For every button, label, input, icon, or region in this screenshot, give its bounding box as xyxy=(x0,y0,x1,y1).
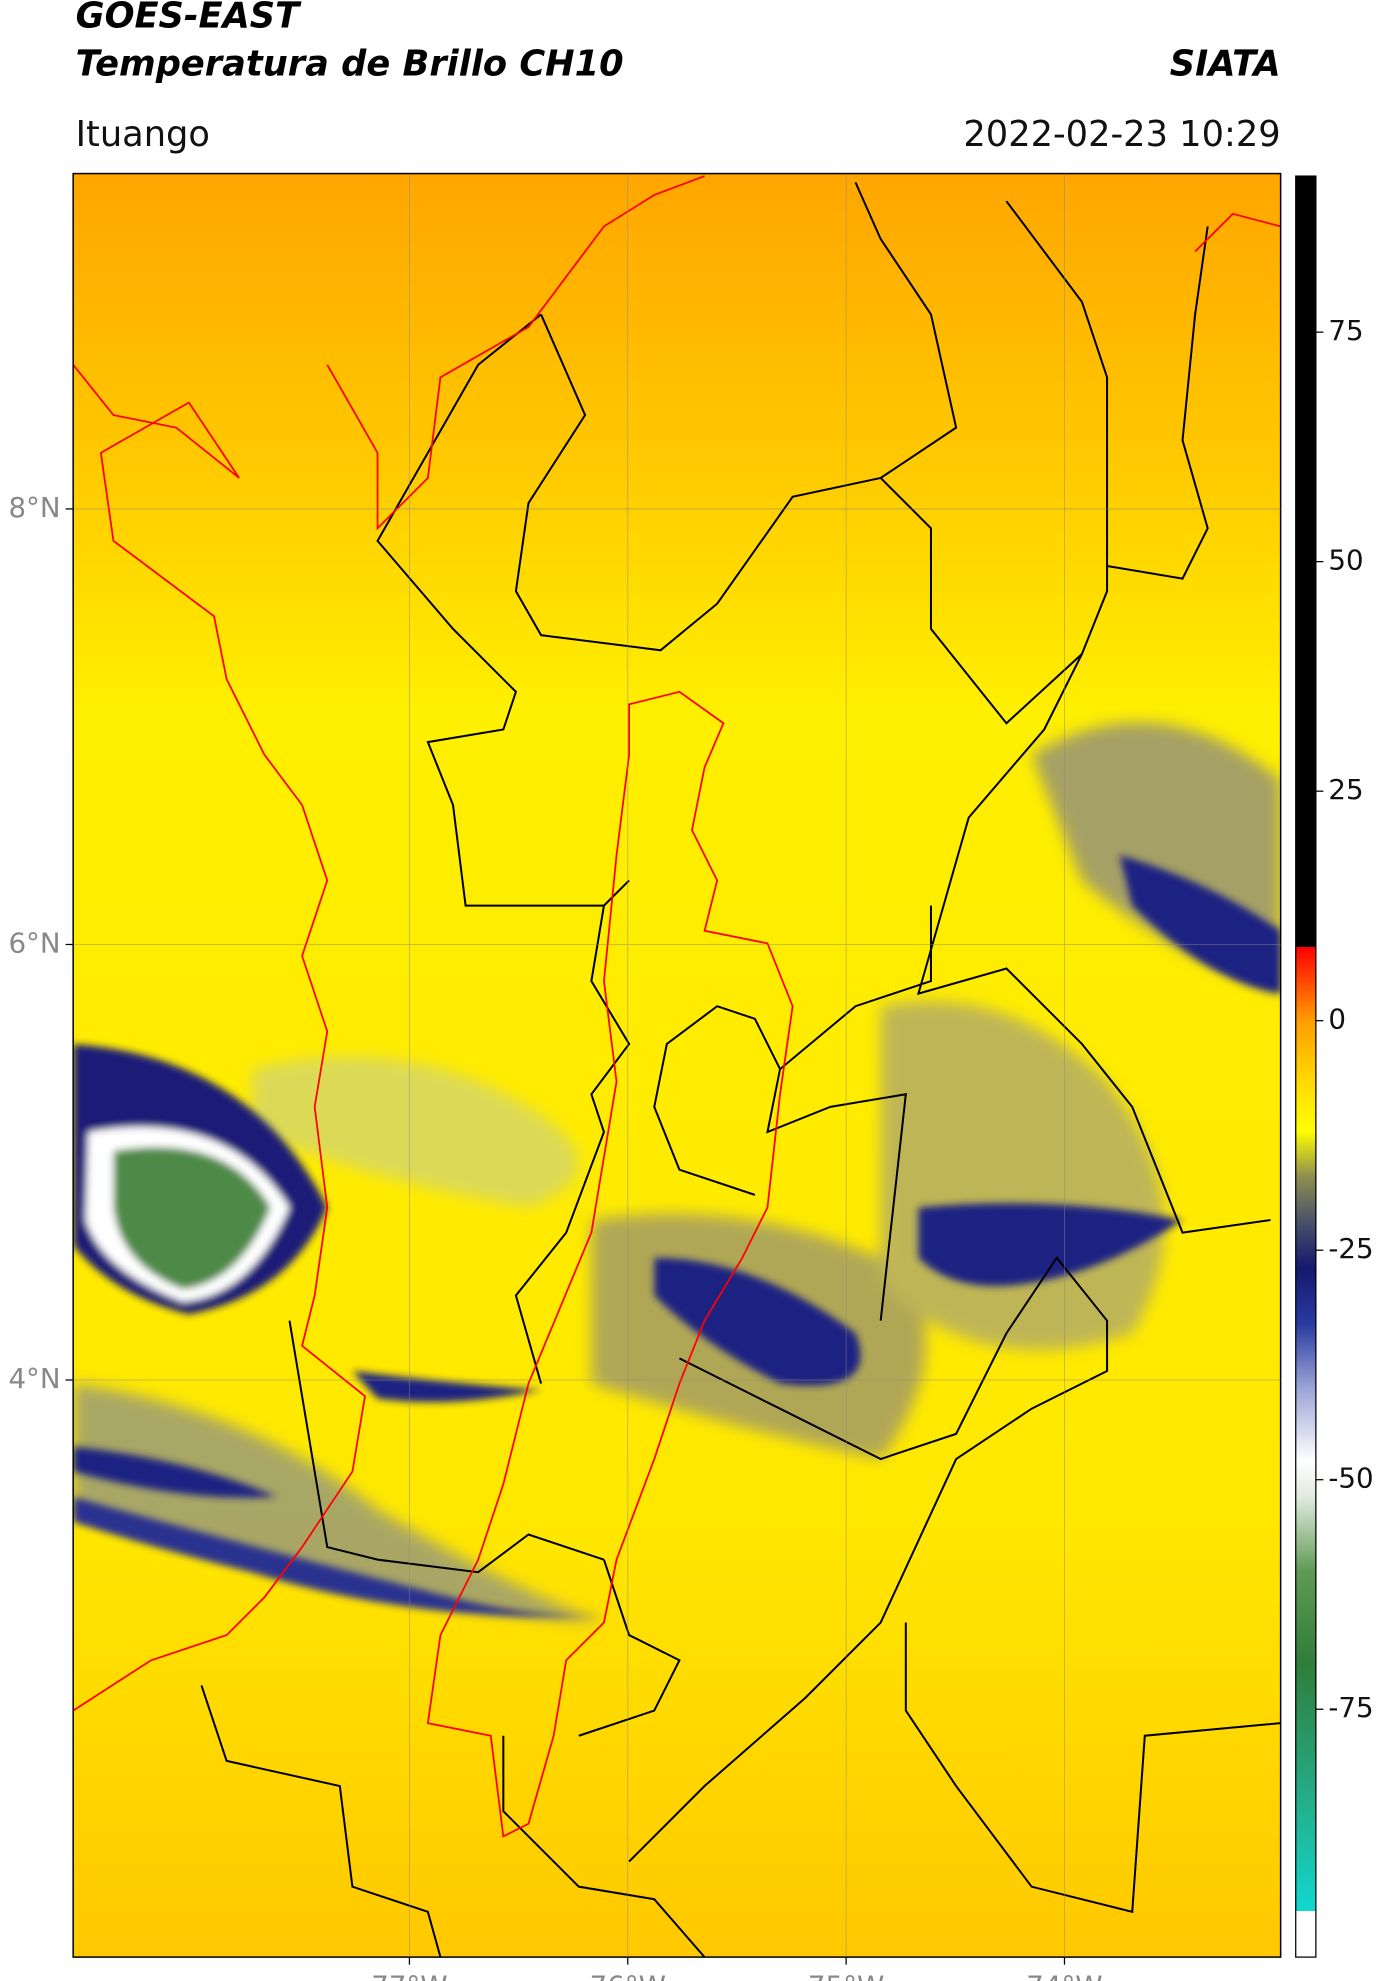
colorbar-tick-label: 25 xyxy=(1328,773,1363,806)
map-frame xyxy=(72,172,1282,1958)
y-tick-label: 4°N xyxy=(8,1362,60,1395)
x-tick-label: 75°W xyxy=(808,1969,884,1981)
colorbar xyxy=(1295,175,1317,1958)
x-tick-label: 76°W xyxy=(590,1969,666,1981)
colorbar-tick-label: -50 xyxy=(1328,1462,1373,1495)
colorbar-tick-label: -75 xyxy=(1328,1691,1373,1724)
colorbar-tick-label: 50 xyxy=(1328,544,1363,577)
x-tick-label: 74°W xyxy=(1026,1969,1102,1981)
map-raster xyxy=(73,173,1281,1958)
y-tick-label: 8°N xyxy=(8,491,60,524)
x-tick-label: 77°W xyxy=(371,1969,447,1981)
timestamp: 2022-02-23 10:29 xyxy=(963,114,1280,155)
colorbar-tick-label: 0 xyxy=(1328,1003,1346,1036)
satellite-title: GOES-EAST xyxy=(76,0,302,37)
product-title: Temperatura de Brillo CH10 xyxy=(76,43,624,84)
colorbar-tick-label: -25 xyxy=(1328,1232,1373,1265)
y-tick-label: 6°N xyxy=(8,926,60,959)
colorbar-tick-label: 75 xyxy=(1328,314,1363,347)
agency-title: SIATA xyxy=(1170,43,1281,84)
region-title: Ituango xyxy=(76,114,210,155)
